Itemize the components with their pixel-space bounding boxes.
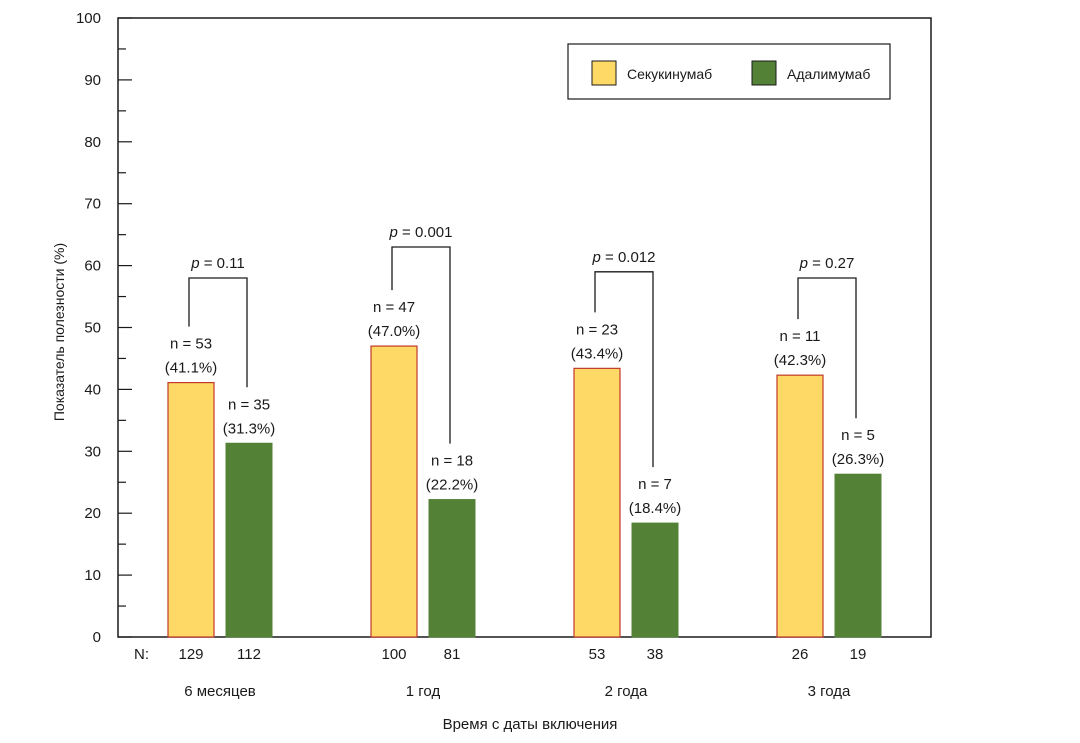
data-label-n: n = 53 <box>170 336 212 353</box>
n-value-adalimumab: 19 <box>850 646 867 663</box>
bar-adalimumab <box>834 473 882 638</box>
data-label-pct: (47.0%) <box>368 323 421 340</box>
data-label-n: n = 23 <box>576 321 618 338</box>
y-tick-label: 40 <box>84 381 101 398</box>
data-label-n: n = 5 <box>841 427 875 444</box>
bar-adalimumab <box>631 522 679 638</box>
data-label-pct: (42.3%) <box>774 352 827 369</box>
p-value-label: p = 0.012 <box>592 249 656 266</box>
data-label-n: n = 18 <box>431 453 473 470</box>
data-label-pct: (43.4%) <box>571 345 624 362</box>
data-label-pct: (18.4%) <box>629 500 682 517</box>
bar-adalimumab <box>225 442 273 638</box>
y-tick-label: 60 <box>84 258 101 275</box>
y-tick-label: 50 <box>84 320 101 337</box>
data-label-pct: (26.3%) <box>832 451 885 468</box>
x-axis-label: Время с даты включения <box>443 716 618 733</box>
legend-label-secukinumab: Секукинумаб <box>627 66 712 82</box>
n-value-secukinumab: 129 <box>178 646 203 663</box>
n-value-secukinumab: 26 <box>792 646 809 663</box>
y-tick-label: 0 <box>93 629 101 646</box>
n-value-adalimumab: 81 <box>444 646 461 663</box>
significance-bracket <box>594 271 654 468</box>
p-value-label: p = 0.11 <box>190 255 245 272</box>
bar-adalimumab <box>428 499 476 638</box>
legend-box <box>567 43 891 100</box>
y-tick-label: 10 <box>84 567 101 584</box>
y-tick-label: 70 <box>84 196 101 213</box>
p-value-label: p = 0.001 <box>389 224 453 241</box>
x-category-label: 2 года <box>605 683 648 700</box>
x-category-label: 6 месяцев <box>184 683 256 700</box>
bar-secukinumab <box>167 381 215 638</box>
significance-bracket <box>797 277 857 419</box>
data-label-pct: (31.3%) <box>223 420 276 437</box>
y-tick-label: 30 <box>84 443 101 460</box>
legend-swatch-adalimumab <box>751 60 777 86</box>
data-label-n: n = 7 <box>638 476 672 493</box>
x-category-label: 1 год <box>406 683 441 700</box>
n-row-label: N: <box>134 646 149 663</box>
bar-secukinumab <box>776 374 824 638</box>
data-label-pct: (41.1%) <box>165 360 218 377</box>
y-tick-label: 90 <box>84 72 101 89</box>
y-axis-label: Показатель полезности (%) <box>51 243 67 421</box>
n-value-secukinumab: 100 <box>381 646 406 663</box>
data-label-n: n = 11 <box>779 328 820 345</box>
p-value-label: p = 0.27 <box>799 255 855 272</box>
bar-secukinumab <box>573 367 621 638</box>
y-tick-label: 80 <box>84 134 101 151</box>
legend-swatch-secukinumab <box>591 60 617 86</box>
y-tick-label: 100 <box>76 10 101 27</box>
legend-label-adalimumab: Адалимумаб <box>787 66 870 82</box>
n-value-adalimumab: 112 <box>237 646 261 663</box>
x-category-label: 3 года <box>808 683 851 700</box>
bar-secukinumab <box>370 345 418 638</box>
n-value-secukinumab: 53 <box>589 646 606 663</box>
data-label-pct: (22.2%) <box>426 477 479 494</box>
significance-bracket <box>188 277 248 388</box>
y-tick-label: 20 <box>84 505 101 522</box>
significance-bracket <box>391 246 451 444</box>
n-value-adalimumab: 38 <box>647 646 664 663</box>
data-label-n: n = 35 <box>228 396 270 413</box>
data-label-n: n = 47 <box>373 299 415 316</box>
